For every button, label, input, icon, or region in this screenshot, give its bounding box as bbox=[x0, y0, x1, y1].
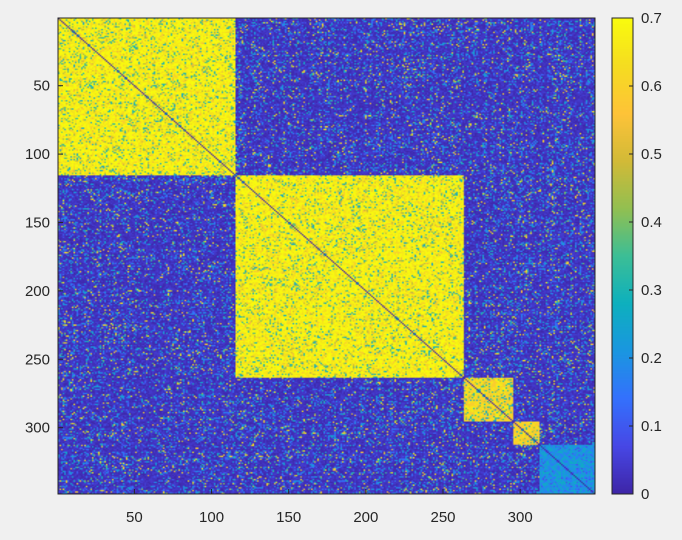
x-tick-label: 100 bbox=[199, 509, 224, 526]
similarity-matrix-heatmap bbox=[58, 18, 595, 494]
x-tick-label: 200 bbox=[353, 509, 378, 526]
colorbar-gradient bbox=[612, 18, 633, 494]
colorbar-tick-label: 0.6 bbox=[641, 78, 662, 95]
colorbar-ticks: 0 0.1 0.2 0.3 0.4 0.5 0.6 0.7 bbox=[629, 10, 662, 503]
y-tick-label: 250 bbox=[25, 351, 50, 368]
y-tick-label: 300 bbox=[25, 420, 50, 437]
y-tick-label: 150 bbox=[25, 214, 50, 231]
colorbar-tick-label: 0.4 bbox=[641, 214, 662, 231]
colorbar-tick-label: 0 bbox=[641, 486, 649, 503]
x-tick-label: 300 bbox=[508, 509, 533, 526]
plot-frame bbox=[57, 17, 596, 495]
y-tick-label: 50 bbox=[33, 78, 50, 95]
x-tick-label: 50 bbox=[126, 509, 143, 526]
colorbar-tick-label: 0.2 bbox=[641, 350, 662, 367]
colorbar: 0 0.1 0.2 0.3 0.4 0.5 0.6 0.7 bbox=[611, 10, 662, 503]
colorbar-tick-label: 0.7 bbox=[641, 10, 662, 27]
colorbar-tick-label: 0.1 bbox=[641, 418, 662, 435]
x-axis: 50 100 150 200 250 300 bbox=[126, 489, 533, 526]
colorbar-tick-label: 0.5 bbox=[641, 146, 662, 163]
x-tick-label: 250 bbox=[430, 509, 455, 526]
colorbar-frame bbox=[611, 17, 634, 495]
y-tick-label: 200 bbox=[25, 283, 50, 300]
x-tick-label: 150 bbox=[276, 509, 301, 526]
plot-area bbox=[57, 17, 596, 495]
y-axis: 50 100 150 200 250 300 bbox=[25, 78, 63, 437]
y-tick-label: 100 bbox=[25, 146, 50, 163]
colorbar-tick-label: 0.3 bbox=[641, 282, 662, 299]
